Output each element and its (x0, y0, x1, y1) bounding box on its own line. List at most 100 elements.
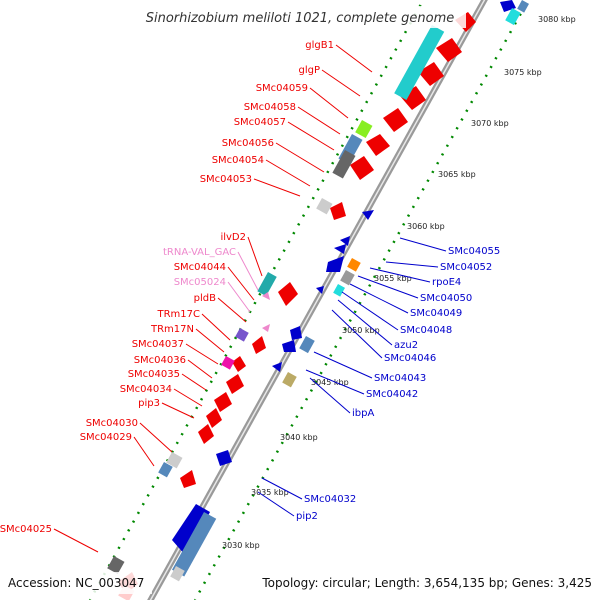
gene-SMc04056-arrow[interactable] (366, 134, 390, 156)
gene-label-glgp[interactable]: glgP (298, 65, 320, 76)
gene-label-smc04056[interactable]: SMc04056 (222, 138, 274, 149)
gene-SMc04034-arrow[interactable] (206, 408, 222, 428)
gene-label-smc04059[interactable]: SMc04059 (256, 83, 308, 94)
gene-label-azu2[interactable]: azu2 (394, 340, 418, 351)
feature-box-cyan-2 (333, 284, 345, 297)
gene-SMc04046-arrow[interactable] (290, 326, 302, 340)
gene-SMc05024-mark[interactable] (262, 324, 270, 332)
gene-label-smc04054[interactable]: SMc04054 (212, 155, 264, 166)
gene-label-trm17n[interactable]: TRm17N (150, 324, 194, 335)
kbp-label: 3040 kbp (280, 433, 318, 442)
gene-label-smc04029[interactable]: SMc04029 (80, 432, 132, 443)
feature-box-cyan-3 (505, 8, 521, 26)
gene-label-pip2[interactable]: pip2 (296, 511, 318, 522)
gene-label-trm17c[interactable]: TRm17C (156, 309, 200, 320)
gene-pldB-arrow[interactable] (252, 336, 266, 354)
gene-SMc04035-arrow[interactable] (214, 392, 232, 412)
gene-label-smc04052[interactable]: SMc04052 (440, 262, 492, 273)
gene-label-connector (257, 491, 295, 517)
gene-SMc04043-arrow[interactable] (282, 340, 296, 352)
gene-label-smc04057[interactable]: SMc04057 (234, 117, 286, 128)
gene-label-connector (335, 44, 373, 73)
trna-val-gac-mark[interactable] (262, 292, 270, 300)
gene-label-smc04049[interactable]: SMc04049 (410, 308, 462, 319)
gene-label-connector (313, 351, 373, 379)
kbp-label: 3050 kbp (342, 326, 380, 335)
gene-label-trna-val_gac[interactable]: tRNA-VAL_GAC (163, 247, 236, 258)
gene-SMc04052-arrow[interactable] (340, 236, 350, 246)
gene-label-connector (349, 283, 409, 314)
gene-label-connector (385, 261, 439, 268)
gene-SMc04054-arrow[interactable] (350, 156, 374, 180)
gene-label-smc04037[interactable]: SMc04037 (132, 339, 184, 350)
gene-label-rpoe4[interactable]: rpoE4 (432, 277, 461, 288)
gene-pip3-arrow[interactable] (198, 424, 214, 444)
gene-label-connector (287, 121, 335, 151)
gene-label-smc04042[interactable]: SMc04042 (366, 389, 418, 400)
gene-label-glgb1[interactable]: glgB1 (305, 40, 334, 51)
feature-box-steel-4 (172, 511, 217, 577)
gene-ilvD2-arrow[interactable] (278, 282, 298, 306)
gene-label-smc04058[interactable]: SMc04058 (244, 102, 296, 113)
gene-label-connector (305, 369, 365, 395)
gene-SMc04053-arrow[interactable] (330, 202, 346, 220)
gene-ibpA-arrow[interactable] (272, 362, 282, 372)
gene-label-smc04050[interactable]: SMc04050 (420, 293, 472, 304)
gene-SMc04050-arrow[interactable] (326, 256, 344, 272)
right-gene-labels: SMc04055 SMc04052 rpoE4 SMc04050 SMc04049 SMc… (257, 237, 500, 522)
gene-label-ilvd2[interactable]: ilvD2 (220, 232, 246, 243)
feature-box-lime (355, 120, 373, 139)
accession-text: Accession: NC_003047 (8, 576, 144, 590)
gene-glgP-arrow[interactable] (436, 38, 462, 62)
backbone-inner (149, 0, 486, 600)
gene-label-smc04035[interactable]: SMc04035 (128, 369, 180, 380)
gene-SMc04055-arrow[interactable] (362, 210, 374, 220)
gene-SMc04057-arrow[interactable] (383, 108, 408, 132)
feature-box-grey-1 (332, 150, 356, 179)
reverse-features (170, 0, 529, 582)
feature-box-cyan-1 (394, 25, 445, 101)
gene-label-smc04034[interactable]: SMc04034 (120, 384, 172, 395)
gene-label-pldb[interactable]: pldB (194, 293, 216, 304)
feature-box-olive (282, 372, 297, 388)
gene-pip2-arrow[interactable] (172, 504, 210, 556)
gene-label-connector (237, 251, 259, 291)
gene-label-smc04030[interactable]: SMc04030 (86, 418, 138, 429)
gene-SMc04036-arrow[interactable] (226, 374, 244, 394)
gene-SMc04049-arrow[interactable] (316, 286, 324, 294)
gene-label-ibpa[interactable]: ibpA (352, 408, 374, 419)
gene-SMc04059-arrow[interactable] (418, 62, 444, 86)
gene-label-smc04048[interactable]: SMc04048 (400, 325, 452, 336)
gene-label-smc04032[interactable]: SMc04032 (304, 494, 356, 505)
gene-label-connector (161, 402, 195, 419)
gene-label-smc05024[interactable]: SMc05024 (174, 277, 226, 288)
gene-SMc04037-arrow[interactable] (232, 356, 246, 372)
gene-SMc04030-arrow[interactable] (180, 470, 196, 488)
gene-label-smc04025[interactable]: SMc04025 (0, 524, 52, 535)
gene-SMc04032-arrow[interactable] (216, 450, 232, 466)
gene-label-connector (253, 178, 301, 197)
feature-box-grey-3 (166, 452, 183, 469)
gene-label-connector (227, 281, 251, 313)
gene-label-smc04043[interactable]: SMc04043 (374, 373, 426, 384)
gene-label-smc04053[interactable]: SMc04053 (200, 174, 252, 185)
kbp-label: 3030 kbp (222, 541, 260, 550)
gene-label-smc04044[interactable]: SMc04044 (174, 262, 226, 273)
kbp-label: 3065 kbp (438, 170, 476, 179)
gene-label-connector (139, 422, 173, 453)
gene-label-pip3[interactable]: pip3 (138, 398, 160, 409)
map-title: Sinorhizobium meliloti 1021, complete ge… (146, 11, 455, 26)
gene-rpoE4-arrow[interactable] (334, 244, 346, 254)
gene-label-connector (53, 528, 99, 553)
gene-label-smc04055[interactable]: SMc04055 (448, 246, 500, 257)
gene-label-smc04046[interactable]: SMc04046 (384, 353, 436, 364)
gene-label-smc04036[interactable]: SMc04036 (134, 355, 186, 366)
gene-label-connector (187, 359, 213, 379)
kbp-label: 3060 kbp (407, 222, 445, 231)
kbp-labels: 3080 kbp 3075 kbp 3070 kbp 3065 kbp 3060 kbp… (222, 15, 576, 550)
forward-features (107, 12, 476, 600)
feature-box-steel-2 (158, 462, 173, 478)
gene-label-connector (357, 275, 419, 299)
